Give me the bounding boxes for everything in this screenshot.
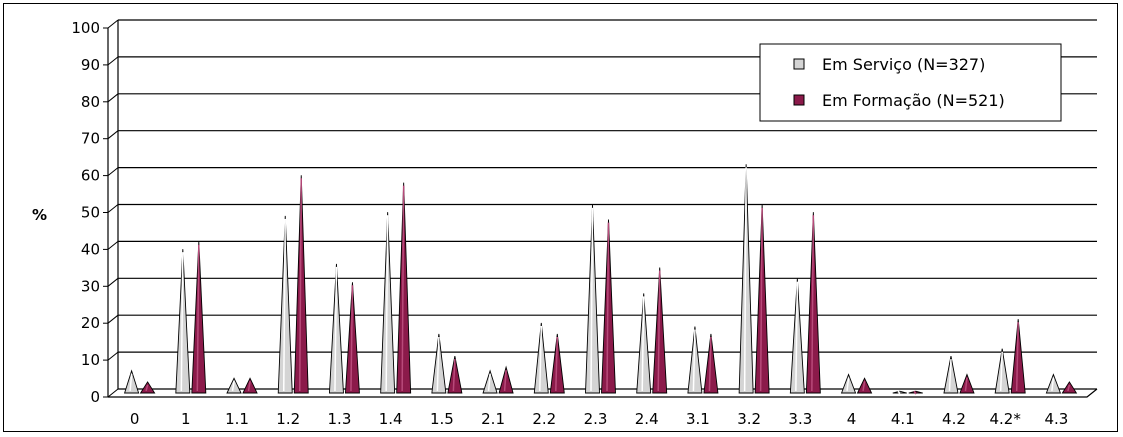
bar-highlight	[964, 377, 968, 392]
x-tick-label: 1.3	[328, 410, 352, 428]
gridline-depth	[107, 351, 119, 361]
x-tick-label: 1.2	[276, 410, 300, 428]
gridline-depth	[107, 19, 119, 29]
x-tick-label: 0	[130, 410, 140, 428]
legend-swatch-em-formacao	[793, 94, 805, 106]
gridline-depth	[107, 130, 119, 140]
bar-highlight	[196, 244, 200, 392]
x-tick-label: 1.1	[225, 410, 249, 428]
bar-highlight	[999, 351, 1003, 392]
bar-highlight	[811, 215, 815, 392]
x-tick-label: 1.5	[430, 410, 454, 428]
gridline-depth	[107, 167, 119, 176]
bar-highlight	[334, 266, 338, 392]
x-tick-label: 2.4	[635, 410, 659, 428]
y-tick-label: 50	[81, 204, 100, 222]
gridline-depth	[107, 388, 119, 398]
bar-highlight	[1051, 377, 1055, 392]
bar-highlight	[590, 207, 594, 392]
y-tick-label: 10	[81, 351, 100, 369]
bar-highlight	[606, 222, 610, 392]
bar-highlight	[282, 218, 286, 392]
y-tick-label: 20	[81, 314, 100, 332]
x-tick-label: 4.1	[891, 410, 915, 428]
bar-highlight	[743, 167, 747, 392]
bar-highlight	[862, 381, 866, 392]
x-tick-label: 4.3	[1044, 410, 1068, 428]
bar-highlight	[487, 373, 491, 392]
gridline-depth	[107, 56, 119, 66]
legend-swatch-em-servico	[793, 58, 805, 70]
x-axis	[108, 388, 1098, 398]
bar-highlight	[846, 377, 850, 392]
bar-highlight	[145, 384, 149, 392]
gridline-depth	[107, 277, 119, 287]
gridline-depth	[107, 241, 119, 250]
bar-highlight	[452, 359, 456, 392]
x-tick-label: 2.1	[481, 410, 505, 428]
bar-highlight	[692, 329, 696, 392]
y-tick-label: 70	[81, 130, 100, 148]
x-tick-label: 4.2	[942, 410, 966, 428]
axes	[107, 20, 1098, 398]
bar-highlight	[298, 178, 302, 392]
y-tick-label: 30	[81, 277, 100, 295]
bar-highlight	[759, 207, 763, 392]
x-tick-label: 4.2*	[990, 410, 1022, 428]
legend-label-em-servico: Em Serviço (N=327)	[822, 55, 985, 74]
gridline-depth	[107, 93, 119, 103]
y-tick-label: 60	[81, 167, 100, 185]
bar-highlight	[948, 359, 952, 392]
x-tick-label: 3.1	[686, 410, 710, 428]
y-tick-label: 90	[81, 56, 100, 74]
x-tick-label: 3.2	[737, 410, 761, 428]
bar-highlight	[129, 373, 133, 392]
bar-highlight	[436, 336, 440, 392]
bar-highlight	[795, 281, 799, 392]
y-tick-label: 0	[90, 388, 100, 406]
x-tick-label: 2.3	[584, 410, 608, 428]
bar-highlight	[641, 296, 645, 392]
bar-highlight	[897, 390, 901, 395]
bar-highlight	[231, 381, 235, 392]
bar-highlight	[180, 252, 184, 392]
y-axis-label: %	[32, 206, 47, 224]
bar-highlight	[385, 215, 389, 392]
gridline-depth	[107, 204, 119, 213]
legend-label-em-formacao: Em Formação (N=521)	[822, 91, 1005, 110]
x-tick-label: 1.4	[379, 410, 403, 428]
bar-highlight	[913, 390, 917, 395]
x-tick-label: 1	[181, 410, 191, 428]
gridline-depth	[107, 314, 119, 324]
legend: Em Serviço (N=327) Em Formação (N=521)	[759, 43, 1062, 122]
bar-highlight	[708, 336, 712, 392]
y-tick-label: 40	[81, 240, 100, 258]
bar-highlight	[1067, 384, 1071, 392]
legend-box	[759, 43, 1062, 122]
x-tick-label: 2.2	[532, 410, 556, 428]
x-tick-labels: 0 1 1.1 1.2 1.3 1.4 1.5 2.1 2.2 2.3 2.4 3.1 3.2 3.3 4 4…	[130, 410, 1068, 428]
y-tick-label: 80	[81, 93, 100, 111]
y-tick-label: 100	[71, 19, 100, 37]
y-tick-labels: 0 10 20 30 40 50 60 70 80 90 100	[71, 19, 100, 406]
bar-highlight	[657, 270, 661, 392]
bars	[123, 164, 1078, 395]
bar-highlight	[401, 185, 405, 392]
bar-highlight	[350, 285, 354, 392]
bar-highlight	[539, 325, 543, 392]
x-tick-label: 4	[847, 410, 857, 428]
bar-highlight	[247, 381, 251, 392]
bar-highlight	[555, 336, 559, 392]
bar-highlight	[1015, 322, 1019, 392]
bar-highlight	[503, 370, 507, 392]
x-tick-label: 3.3	[788, 410, 812, 428]
